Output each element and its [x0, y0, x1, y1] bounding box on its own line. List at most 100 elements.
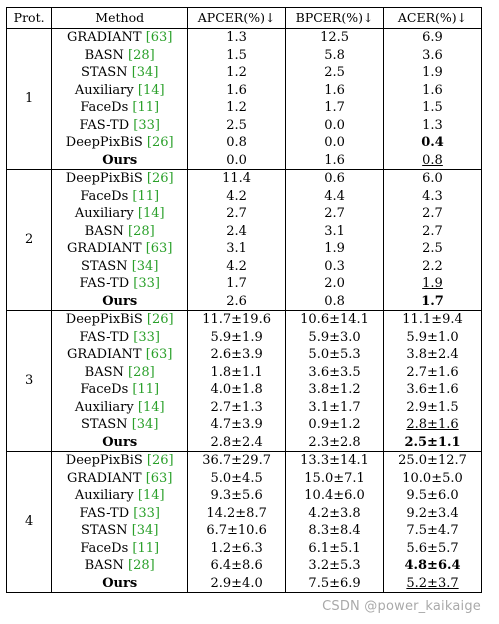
apcer-value: 2.4 — [226, 223, 247, 239]
method-cell: Ours — [51, 433, 189, 452]
protocol-cell: 3 — [5, 310, 53, 452]
acer-cell: 6.0 — [383, 169, 482, 188]
apcer-cell: 5.0±4.5 — [187, 469, 287, 487]
citation-link[interactable]: [14] — [137, 206, 165, 221]
acer-value: 2.5 — [422, 241, 443, 256]
apcer-cell: 4.0±1.8 — [187, 381, 287, 399]
method-name: FAS-TD — [79, 505, 130, 521]
table-row: FAS-TD [33] 2.5 0.0 1.3 — [7, 116, 482, 134]
method-cell: GRADIANT [63] — [51, 469, 189, 487]
citation-link[interactable]: [28] — [128, 558, 155, 573]
citation-link[interactable]: [26] — [146, 171, 174, 186]
apcer-value: 11.7±19.6 — [202, 312, 271, 327]
acer-value: 2.7 — [422, 223, 443, 239]
acer-value: 5.9±1.0 — [406, 329, 459, 345]
bpcer-value: 6.1±5.1 — [308, 540, 361, 556]
table-row: STASN [34] 6.7±10.6 8.3±8.4 7.5±4.7 — [7, 522, 482, 540]
apcer-cell: 1.5 — [187, 46, 287, 64]
citation-link[interactable]: [11] — [132, 188, 160, 204]
acer-value: 1.7 — [421, 293, 444, 309]
citation-link[interactable]: [33] — [133, 276, 160, 291]
table-row: DeepPixBiS [26] 0.8 0.0 0.4 — [7, 134, 482, 152]
bpcer-value: 3.6±3.5 — [308, 364, 361, 380]
method-name: STASN — [81, 65, 128, 80]
apcer-value: 2.5 — [226, 117, 247, 133]
citation-link[interactable]: [63] — [145, 470, 173, 486]
acer-value: 2.8±1.6 — [406, 417, 459, 432]
table-row: BASN [28] 1.8±1.1 3.6±3.5 2.7±1.6 — [7, 363, 482, 381]
method-cell: DeepPixBiS [26] — [51, 310, 189, 329]
citation-link[interactable]: [28] — [128, 223, 155, 239]
apcer-value: 1.6 — [226, 82, 247, 98]
citation-link[interactable]: [34] — [131, 523, 159, 538]
citation-link[interactable]: [34] — [131, 258, 159, 274]
apcer-cell: 1.3 — [187, 28, 287, 47]
citation-link[interactable]: [14] — [137, 488, 165, 503]
acer-value: 4.8±6.4 — [404, 558, 461, 573]
citation-link[interactable]: [28] — [128, 47, 155, 63]
bpcer-value: 2.0 — [324, 276, 345, 291]
table-row: FaceDs [11] 4.2 4.4 4.3 — [7, 187, 482, 205]
acer-value: 3.6±1.6 — [406, 382, 459, 397]
citation-link[interactable]: [28] — [128, 364, 155, 380]
acer-cell: 2.5 — [383, 240, 482, 258]
method-cell: FAS-TD [33] — [51, 275, 189, 293]
bpcer-cell: 5.9±3.0 — [285, 328, 385, 346]
table-row: FaceDs [11] 1.2±6.3 6.1±5.1 5.6±5.7 — [7, 539, 482, 557]
method-cell: FaceDs [11] — [51, 381, 189, 399]
citation-link[interactable]: [63] — [145, 30, 173, 45]
apcer-value: 2.6±3.9 — [210, 347, 263, 362]
method-cell: DeepPixBiS [26] — [51, 451, 189, 470]
citation-link[interactable]: [33] — [133, 117, 160, 133]
apcer-value: 1.2 — [226, 100, 247, 115]
method-cell: DeepPixBiS [26] — [51, 134, 189, 152]
acer-value: 7.5±4.7 — [406, 523, 459, 538]
apcer-value: 2.8±2.4 — [210, 434, 263, 450]
apcer-cell: 1.2±6.3 — [187, 539, 287, 557]
method-name: GRADIANT — [67, 347, 142, 362]
bpcer-cell: 8.3±8.4 — [285, 522, 385, 540]
bpcer-value: 0.6 — [324, 171, 345, 186]
citation-link[interactable]: [11] — [132, 382, 160, 397]
method-cell: FAS-TD [33] — [51, 116, 189, 134]
bpcer-cell: 2.7 — [285, 205, 385, 223]
citation-link[interactable]: [26] — [146, 135, 174, 150]
citation-link[interactable]: [33] — [133, 329, 160, 345]
header-row: Prot. Method APCER(%)↓ BPCER(%)↓ ACER(%)… — [5, 7, 482, 29]
method-name: Auxiliary — [74, 488, 134, 503]
acer-cell: 1.9 — [383, 275, 482, 293]
citation-link[interactable]: [33] — [133, 505, 160, 521]
acer-value: 2.7 — [422, 206, 443, 221]
bpcer-value: 4.4 — [324, 188, 345, 204]
acer-value: 0.8 — [422, 152, 443, 168]
acer-cell: 2.5±1.1 — [383, 433, 482, 452]
method-name: FaceDs — [80, 540, 129, 556]
table-row: Auxiliary [14] 9.3±5.6 10.4±6.0 9.5±6.0 — [7, 487, 482, 505]
citation-link[interactable]: [34] — [131, 417, 159, 432]
citation-link[interactable]: [26] — [146, 453, 174, 468]
acer-value: 6.0 — [422, 171, 443, 186]
acer-value: 2.9±1.5 — [406, 399, 459, 415]
method-cell: BASN [28] — [51, 363, 189, 381]
citation-link[interactable]: [63] — [145, 241, 173, 256]
apcer-value: 1.3 — [226, 30, 247, 45]
acer-cell: 0.4 — [383, 134, 482, 152]
method-cell: Ours — [51, 151, 189, 170]
citation-link[interactable]: [14] — [137, 399, 165, 415]
citation-link[interactable]: [34] — [131, 65, 159, 80]
bpcer-value: 1.6 — [324, 152, 345, 168]
bpcer-cell: 3.1 — [285, 222, 385, 240]
table-row: 3 DeepPixBiS [26] 11.7±19.6 10.6±14.1 11.1±9… — [5, 310, 482, 452]
table-row: 1 GRADIANT [63] 1.3 12.5 6.9 — [5, 28, 482, 170]
apcer-value: 1.2 — [226, 65, 247, 80]
method-cell: DeepPixBiS [26] — [51, 169, 189, 188]
bpcer-value: 8.3±8.4 — [308, 523, 361, 538]
citation-link[interactable]: [63] — [145, 347, 173, 362]
citation-link[interactable]: [11] — [132, 100, 160, 115]
bpcer-value: 1.9 — [324, 241, 345, 256]
citation-link[interactable]: [11] — [132, 540, 160, 556]
table-row: Auxiliary [14] 2.7 2.7 2.7 — [7, 205, 482, 223]
acer-cell: 5.2±3.7 — [383, 574, 482, 593]
citation-link[interactable]: [14] — [137, 82, 165, 98]
citation-link[interactable]: [26] — [146, 312, 174, 327]
